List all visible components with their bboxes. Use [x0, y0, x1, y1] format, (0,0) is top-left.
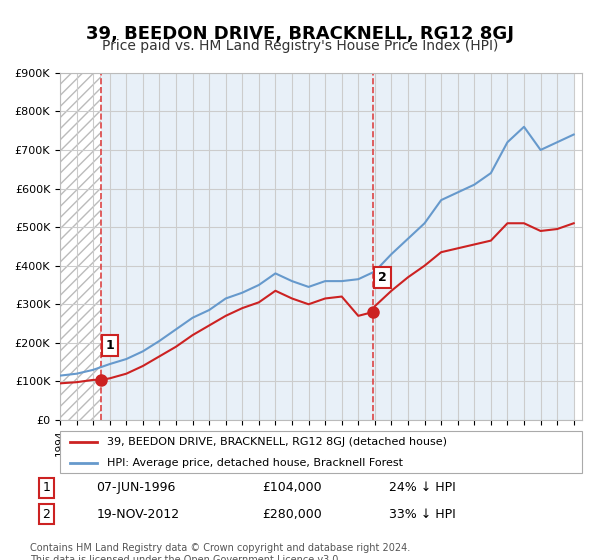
Text: £104,000: £104,000	[262, 482, 322, 494]
Text: 39, BEEDON DRIVE, BRACKNELL, RG12 8GJ: 39, BEEDON DRIVE, BRACKNELL, RG12 8GJ	[86, 25, 514, 43]
Bar	[101, 73, 574, 420]
Text: 2: 2	[43, 507, 50, 521]
Text: 39, BEEDON DRIVE, BRACKNELL, RG12 8GJ (detached house): 39, BEEDON DRIVE, BRACKNELL, RG12 8GJ (d…	[107, 437, 447, 447]
Text: 1: 1	[106, 339, 115, 352]
Text: £280,000: £280,000	[262, 507, 322, 521]
Text: 24% ↓ HPI: 24% ↓ HPI	[389, 482, 455, 494]
Text: 07-JUN-1996: 07-JUN-1996	[96, 482, 176, 494]
Text: 33% ↓ HPI: 33% ↓ HPI	[389, 507, 455, 521]
Text: HPI: Average price, detached house, Bracknell Forest: HPI: Average price, detached house, Brac…	[107, 458, 403, 468]
Text: 2: 2	[378, 271, 387, 284]
Bar	[60, 73, 101, 420]
FancyBboxPatch shape	[60, 431, 582, 473]
Text: 19-NOV-2012: 19-NOV-2012	[96, 507, 179, 521]
Text: Price paid vs. HM Land Registry's House Price Index (HPI): Price paid vs. HM Land Registry's House …	[102, 39, 498, 53]
Text: Contains HM Land Registry data © Crown copyright and database right 2024.
This d: Contains HM Land Registry data © Crown c…	[30, 543, 410, 560]
Text: 1: 1	[43, 482, 50, 494]
